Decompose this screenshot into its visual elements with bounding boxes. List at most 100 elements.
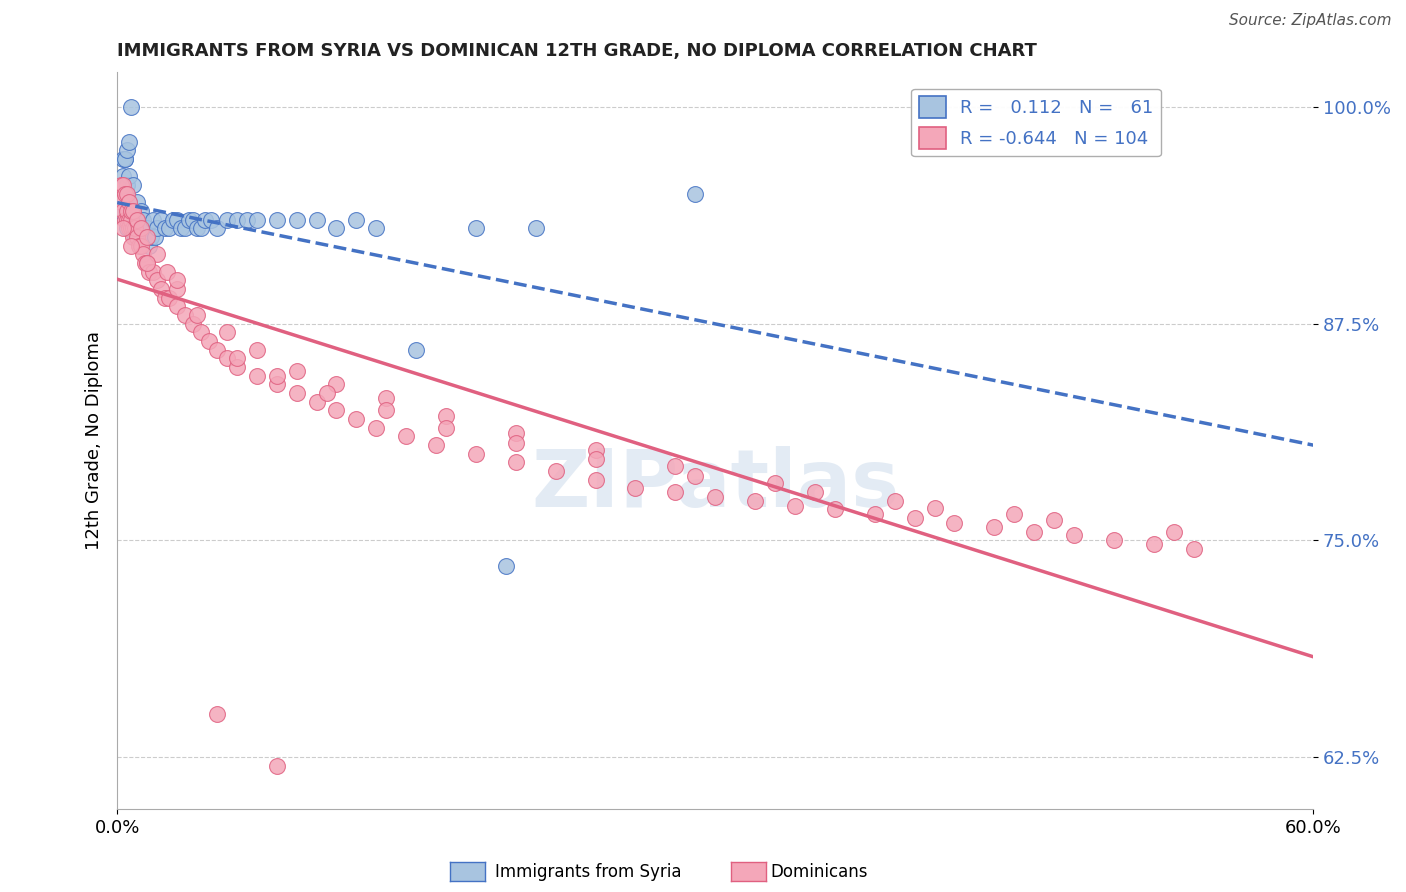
Point	[122, 178, 145, 193]
Point	[146, 273, 169, 287]
Point	[200, 212, 222, 227]
Point	[181, 212, 204, 227]
Point	[505, 425, 527, 440]
Point	[120, 212, 142, 227]
Point	[1102, 533, 1125, 548]
Point	[305, 394, 328, 409]
Text: ZIPatlas: ZIPatlas	[531, 446, 900, 524]
Point	[305, 212, 328, 227]
Point	[120, 221, 142, 235]
Point	[664, 458, 686, 473]
Point	[246, 212, 269, 227]
Point	[505, 455, 527, 469]
Point	[465, 221, 488, 235]
Point	[114, 212, 136, 227]
Point	[585, 443, 607, 458]
Point	[664, 484, 686, 499]
Point	[1024, 524, 1046, 539]
Point	[122, 230, 145, 244]
Point	[375, 392, 398, 406]
Point	[122, 204, 145, 219]
Point	[325, 403, 347, 417]
Point	[129, 221, 152, 235]
Point	[205, 343, 228, 357]
Point	[585, 452, 607, 467]
Point	[1043, 513, 1066, 527]
Point	[465, 447, 488, 461]
Point	[863, 508, 886, 522]
Point	[315, 386, 337, 401]
Point	[205, 221, 228, 235]
Point	[118, 212, 141, 227]
Point	[146, 247, 169, 261]
Point	[118, 169, 141, 184]
Point	[143, 230, 166, 244]
Point	[115, 212, 138, 227]
Point	[127, 195, 149, 210]
Point	[138, 239, 160, 253]
Point	[186, 221, 208, 235]
Point	[1002, 508, 1025, 522]
Point	[395, 429, 418, 443]
Point	[783, 499, 806, 513]
Point	[128, 239, 150, 253]
Point	[142, 265, 165, 279]
Point	[190, 326, 212, 340]
Point	[120, 100, 142, 114]
Point	[804, 484, 827, 499]
Point	[344, 412, 367, 426]
Point	[236, 212, 259, 227]
Text: Immigrants from Syria: Immigrants from Syria	[495, 863, 682, 881]
Point	[157, 221, 180, 235]
Point	[186, 308, 208, 322]
Point	[883, 493, 905, 508]
Point	[115, 204, 138, 219]
Point	[983, 519, 1005, 533]
Point	[190, 221, 212, 235]
Point	[118, 195, 141, 210]
Point	[120, 212, 142, 227]
Point	[375, 403, 398, 417]
Point	[174, 308, 197, 322]
Point	[246, 343, 269, 357]
Point	[138, 265, 160, 279]
Point	[128, 221, 150, 235]
Point	[115, 186, 138, 201]
Point	[114, 152, 136, 166]
Point	[120, 204, 142, 219]
Text: IMMIGRANTS FROM SYRIA VS DOMINICAN 12TH GRADE, NO DIPLOMA CORRELATION CHART: IMMIGRANTS FROM SYRIA VS DOMINICAN 12TH …	[117, 42, 1038, 60]
Point	[215, 326, 238, 340]
Point	[124, 230, 146, 244]
Point	[763, 476, 786, 491]
Point	[129, 212, 152, 227]
Point	[215, 351, 238, 366]
Point	[114, 186, 136, 201]
Point	[434, 421, 457, 435]
Point	[136, 221, 159, 235]
Point	[142, 212, 165, 227]
Point	[505, 436, 527, 450]
Point	[325, 221, 347, 235]
Point	[585, 473, 607, 487]
Point	[114, 152, 136, 166]
Point	[157, 291, 180, 305]
Point	[194, 212, 217, 227]
Point	[685, 469, 707, 483]
Point	[129, 204, 152, 219]
Point	[132, 247, 155, 261]
Point	[366, 221, 388, 235]
Point	[215, 212, 238, 227]
Point	[205, 706, 228, 721]
Point	[136, 256, 159, 270]
Point	[166, 273, 188, 287]
Point	[903, 511, 925, 525]
Point	[266, 368, 288, 383]
Point	[943, 516, 966, 530]
Text: Dominicans: Dominicans	[770, 863, 868, 881]
Point	[115, 221, 138, 235]
Point	[150, 282, 173, 296]
Point	[824, 502, 846, 516]
Point	[1143, 537, 1166, 551]
Point	[1163, 524, 1185, 539]
Point	[127, 230, 149, 244]
